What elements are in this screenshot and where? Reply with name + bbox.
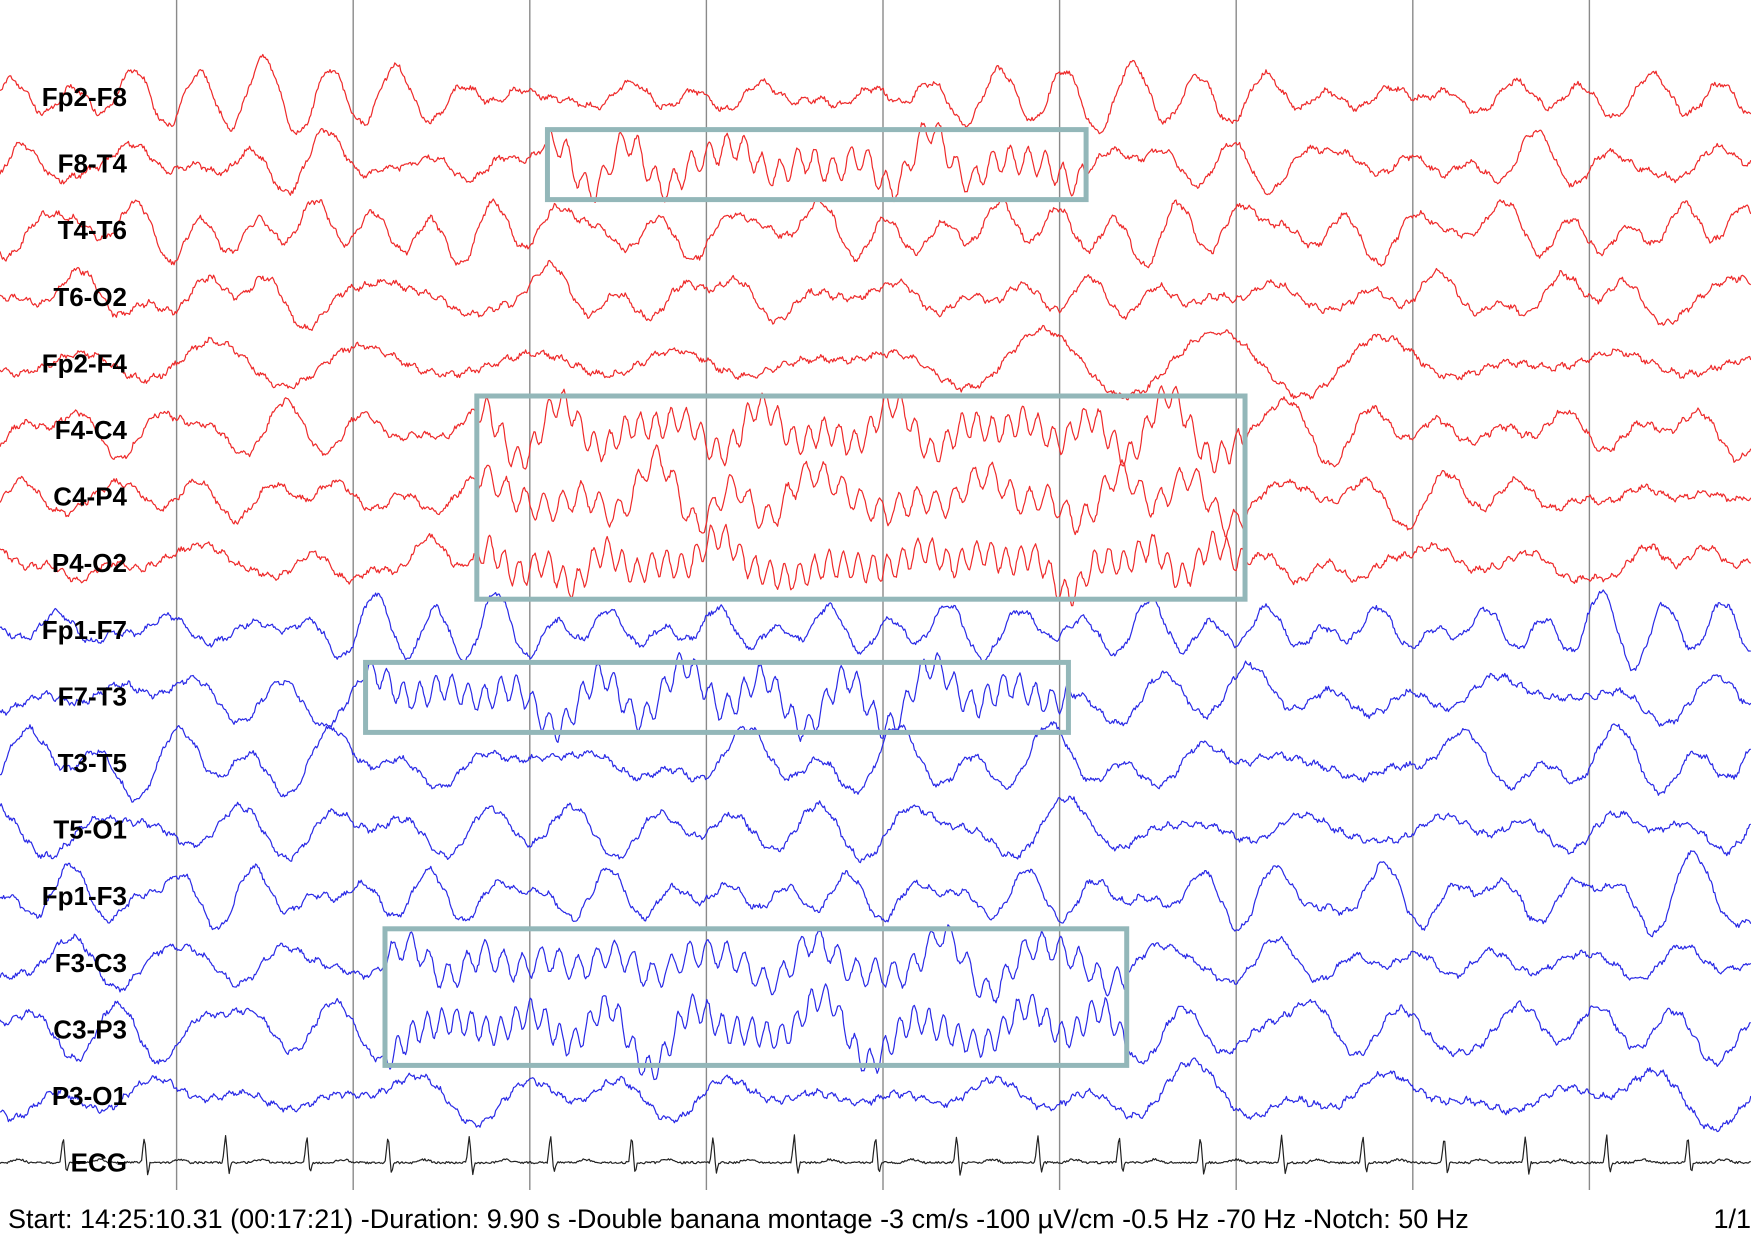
eeg-traces <box>0 53 1751 1176</box>
highlight-boxes <box>363 127 1248 1068</box>
channel-labels: Fp2-F8 F8-T4 T4-T6 T6-O2 Fp2-F4 F4-C4 C4-P4 P4-… <box>42 82 128 1178</box>
trace-f8-t4 <box>0 121 1751 203</box>
trace-c4-p4 <box>0 444 1751 538</box>
channel-label-c4-p4: C4-P4 <box>53 482 127 512</box>
channel-label-f4-c4: F4-C4 <box>55 415 128 445</box>
highlight-box-1 <box>544 127 1089 203</box>
page-indicator: 1/1 <box>1713 1204 1751 1234</box>
channel-label-p4-o2: P4-O2 <box>52 548 127 578</box>
trace-t3-t5 <box>0 721 1751 803</box>
trace-t5-o1 <box>0 795 1751 864</box>
highlight-box-2 <box>474 393 1248 602</box>
status-bar-text: Start: 14:25:10.31 (00:17:21) -Duration:… <box>8 1204 1469 1234</box>
trace-fp2-f8 <box>0 53 1751 136</box>
trace-fp1-f7 <box>0 589 1751 672</box>
trace-fp2-f4 <box>0 324 1751 401</box>
channel-label-c3-p3: C3-P3 <box>53 1014 127 1044</box>
trace-fp1-f3 <box>0 850 1751 938</box>
trace-t6-o2 <box>0 259 1751 331</box>
trace-f7-t3 <box>0 651 1751 744</box>
trace-ecg <box>0 1134 1751 1176</box>
time-gridlines <box>175 0 1591 1190</box>
trace-f3-c3 <box>0 924 1751 1004</box>
channel-label-p3-o1: P3-O1 <box>52 1081 127 1111</box>
channel-label-fp1-f7: Fp1-F7 <box>42 615 127 645</box>
channel-label-t5-o1: T5-O1 <box>53 815 127 845</box>
channel-label-fp1-f3: Fp1-F3 <box>42 881 127 911</box>
highlight-box-4 <box>382 926 1130 1068</box>
trace-p3-o1 <box>0 1057 1751 1133</box>
trace-f4-c4 <box>0 385 1751 474</box>
channel-label-t6-o2: T6-O2 <box>53 282 127 312</box>
channel-label-fp2-f4: Fp2-F4 <box>42 348 128 378</box>
highlight-box-3 <box>363 659 1071 735</box>
channel-label-t3-t5: T3-T5 <box>58 748 127 778</box>
channel-label-f7-t3: F7-T3 <box>58 681 127 711</box>
channel-label-f8-t4: F8-T4 <box>58 149 128 179</box>
channel-label-ecg: ECG <box>71 1148 127 1178</box>
channel-label-f3-c3: F3-C3 <box>55 948 127 978</box>
trace-t4-t6 <box>0 197 1751 269</box>
trace-p4-o2 <box>0 523 1751 607</box>
channel-label-fp2-f8: Fp2-F8 <box>42 82 127 112</box>
channel-label-t4-t6: T4-T6 <box>58 215 127 245</box>
